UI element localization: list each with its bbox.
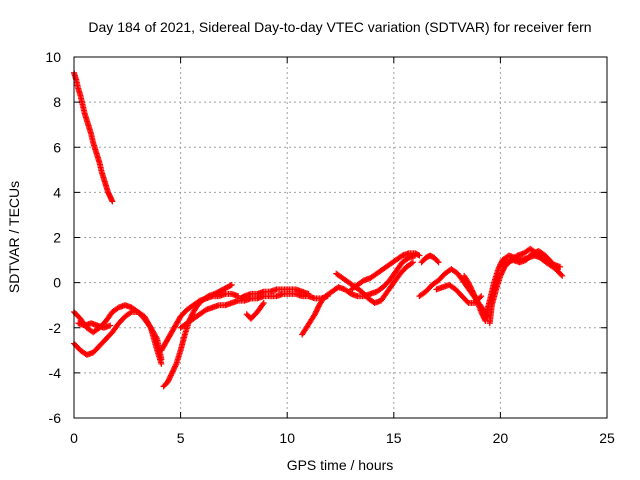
data-point [434,258,441,265]
data-point [409,259,416,266]
data-point [478,293,485,300]
y-tick-label: -6 [49,410,62,426]
x-tick-label: 20 [493,430,509,446]
data-point [305,290,312,297]
data-points [71,69,566,390]
x-tick-label: 10 [279,430,295,446]
x-tick-label: 25 [599,430,615,446]
y-tick-label: -4 [49,365,62,381]
y-tick-label: 8 [53,94,61,110]
data-point [127,309,134,316]
y-tick-label: 0 [53,275,61,291]
series-track-c [75,320,114,331]
series-track-s [497,248,561,273]
series-track-b [71,308,165,367]
y-tick-label: -2 [49,320,62,336]
series-track-p [461,272,489,324]
data-point [147,323,154,330]
data-point [260,299,267,306]
axis-ticks: 0 5 10 15 20 25 -6 -4 -2 0 2 4 6 8 10 [45,49,615,446]
series-track-f [177,290,331,331]
data-point [477,294,484,301]
data-point [416,252,423,259]
series-track-m [418,252,442,266]
series-track-k [333,259,416,306]
data-point [227,282,234,289]
data-point [558,271,565,278]
series-track-j [322,252,419,300]
data-point [109,198,116,205]
data-point [435,259,442,266]
series-track-n [416,266,491,320]
data-point [408,260,415,267]
series-track-e [158,290,242,354]
x-tick-label: 0 [70,430,78,446]
data-point [228,281,235,288]
series-track-i [299,295,327,338]
x-tick-label: 15 [386,430,402,446]
x-tick-label: 5 [177,430,185,446]
data-point [481,316,488,323]
y-tick-label: 2 [53,230,61,246]
data-point [259,301,266,308]
y-tick-label: 6 [53,139,61,155]
data-point [319,296,326,303]
data-point [158,360,165,367]
chart-title: Day 184 of 2021, Sidereal Day-to-day VTE… [88,19,591,35]
grid-lines [74,57,607,418]
series-early-descent [71,69,116,205]
data-point [553,264,560,271]
data-point [554,266,561,273]
data-point [172,362,179,369]
data-point [559,272,566,279]
series-track-g [237,286,312,302]
data-point [464,298,471,305]
y-tick-label: 4 [53,184,61,200]
x-axis-label: GPS time / hours [287,457,394,473]
series-track-l [348,250,423,293]
y-axis-label: SDTVAR / TECUs [6,181,22,293]
series-track-h [243,299,267,322]
data-point [473,296,480,303]
y-tick-label: 10 [45,49,61,65]
data-point [107,322,114,329]
